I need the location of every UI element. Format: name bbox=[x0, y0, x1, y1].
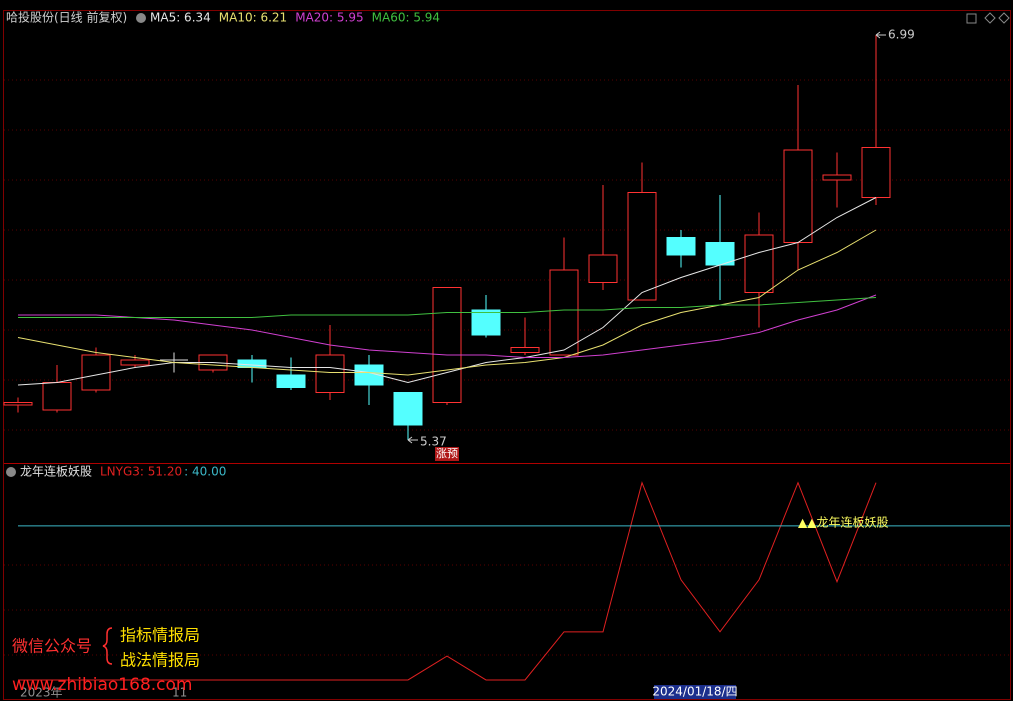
menu-icon[interactable] bbox=[6, 467, 16, 477]
ma-line bbox=[18, 294, 877, 358]
candle-body bbox=[81, 354, 111, 391]
signal-label: 涨预 bbox=[436, 447, 458, 460]
signal-box bbox=[435, 447, 459, 461]
candle-body bbox=[627, 192, 657, 301]
min-pointer bbox=[407, 436, 418, 444]
frame bbox=[3, 10, 1011, 700]
menu-icon[interactable] bbox=[136, 13, 146, 23]
min-label: 5.37 bbox=[420, 435, 447, 449]
candle-body bbox=[666, 237, 696, 256]
candle-body bbox=[42, 382, 72, 411]
x-axis-label: 2023年 bbox=[20, 686, 63, 700]
ma-line bbox=[17, 229, 877, 376]
signal-label: ▲▲龙年连板妖股 bbox=[798, 515, 888, 530]
candle-body bbox=[354, 364, 384, 386]
cursor-date-box bbox=[654, 685, 736, 699]
legend-entry: MA10: 6.21 bbox=[219, 11, 287, 25]
legend-entry: LNYG3: 51.20 bbox=[100, 465, 182, 479]
candle-body bbox=[861, 147, 891, 198]
window-icon[interactable] bbox=[984, 12, 996, 24]
candle-body bbox=[549, 269, 579, 356]
brace bbox=[102, 627, 113, 665]
legend-entry: MA20: 5.95 bbox=[295, 11, 363, 25]
ma-line bbox=[18, 297, 877, 318]
candle-body bbox=[822, 174, 852, 181]
legend-entry: MA60: 5.94 bbox=[372, 11, 440, 25]
watermark-name: 指标情报局 bbox=[120, 626, 200, 645]
watermark-name: 战法情报局 bbox=[120, 651, 200, 670]
legend-entry: MA5: 6.34 bbox=[150, 11, 211, 25]
max-pointer bbox=[875, 31, 886, 39]
threshold-label: : 40.00 bbox=[184, 465, 226, 479]
indicator-title: 龙年连板妖股 bbox=[20, 464, 92, 479]
candle-body bbox=[588, 254, 618, 283]
candle-body bbox=[393, 392, 423, 426]
window-icon[interactable] bbox=[966, 13, 977, 24]
candle-body bbox=[510, 347, 540, 353]
candle-body bbox=[432, 287, 462, 403]
indicator-line bbox=[18, 481, 877, 681]
x-axis-label: 11 bbox=[172, 686, 187, 700]
watermark-account: 微信公众号 bbox=[12, 637, 92, 656]
candle-body bbox=[471, 309, 501, 336]
candle-body bbox=[276, 374, 306, 388]
candle-body bbox=[315, 354, 345, 393]
ma-line bbox=[17, 197, 877, 386]
candle-body bbox=[744, 234, 774, 293]
candle-body bbox=[3, 402, 33, 406]
candle-body bbox=[120, 359, 150, 366]
window-icon[interactable] bbox=[998, 12, 1010, 24]
chart-title: 哈投股份(日线 前复权) bbox=[6, 10, 127, 25]
max-label: 6.99 bbox=[888, 28, 915, 42]
candle-body bbox=[783, 149, 813, 243]
cursor-date: 2024/01/18/四 bbox=[652, 685, 737, 699]
watermark-site: www.zhibiao168.com bbox=[12, 675, 192, 695]
